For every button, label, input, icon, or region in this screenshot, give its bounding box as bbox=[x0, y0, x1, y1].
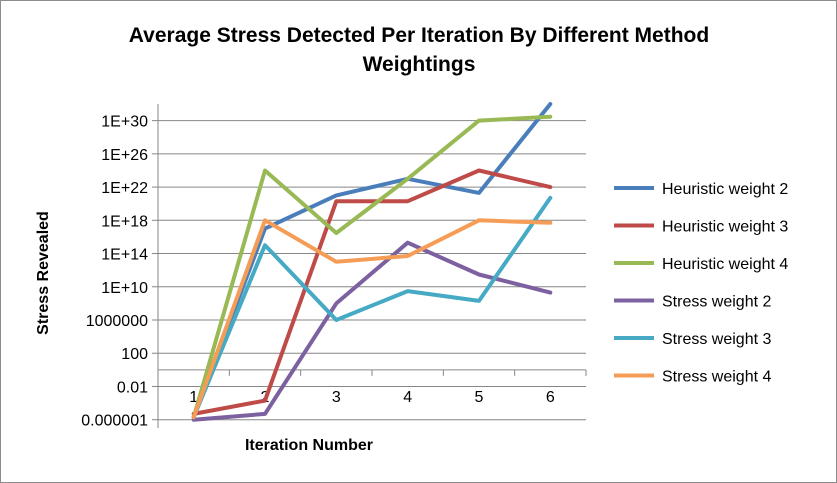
y-tick-label: 1000000 bbox=[86, 313, 148, 330]
x-axis-title: Iteration Number bbox=[245, 437, 373, 454]
legend-label: Stress weight 3 bbox=[662, 331, 771, 348]
y-tick-label: 1E+22 bbox=[101, 180, 148, 197]
y-tick-label: 1E+26 bbox=[101, 147, 148, 164]
legend: Heuristic weight 2 Heuristic weight 3 Heur… bbox=[614, 181, 788, 386]
legend-label: Heuristic weight 3 bbox=[662, 219, 788, 236]
legend-label: Heuristic weight 4 bbox=[662, 256, 788, 273]
y-tick-label: 1E+18 bbox=[101, 213, 148, 230]
x-tick-label: 1 bbox=[189, 389, 198, 406]
y-axis-title: Stress Revealed bbox=[35, 211, 52, 335]
series-line bbox=[191, 168, 553, 416]
y-tick-label: 1E+30 bbox=[101, 114, 148, 131]
chart-title-line-1: Average Stress Detected Per Iteration By… bbox=[129, 24, 709, 47]
y-tick-label: 0.01 bbox=[117, 379, 148, 396]
y-tick-label: 1E+10 bbox=[101, 280, 148, 297]
x-tick-label: 5 bbox=[475, 389, 484, 406]
x-tick-label: 4 bbox=[403, 389, 412, 406]
series-line bbox=[191, 195, 553, 420]
y-tick-label: 100 bbox=[121, 346, 148, 363]
series-line bbox=[191, 114, 553, 420]
y-tick-label: 0.000001 bbox=[81, 413, 148, 430]
legend-label: Stress weight 4 bbox=[662, 369, 771, 386]
legend-label: Heuristic weight 2 bbox=[662, 181, 788, 198]
x-tick-label: 3 bbox=[332, 389, 341, 406]
chart-title-line-2: Weightings bbox=[363, 53, 476, 76]
series-line bbox=[191, 102, 553, 420]
y-tick-label: 1E+14 bbox=[101, 247, 148, 264]
series-line bbox=[191, 240, 553, 422]
series-lines bbox=[191, 102, 553, 422]
axes: 0.000001 0.01 100 1000000 1E+10 1E+14 1E+18 1E+… bbox=[81, 104, 587, 430]
x-tick-label: 6 bbox=[546, 389, 555, 406]
legend-label: Stress weight 2 bbox=[662, 294, 771, 311]
series-line bbox=[191, 218, 553, 420]
